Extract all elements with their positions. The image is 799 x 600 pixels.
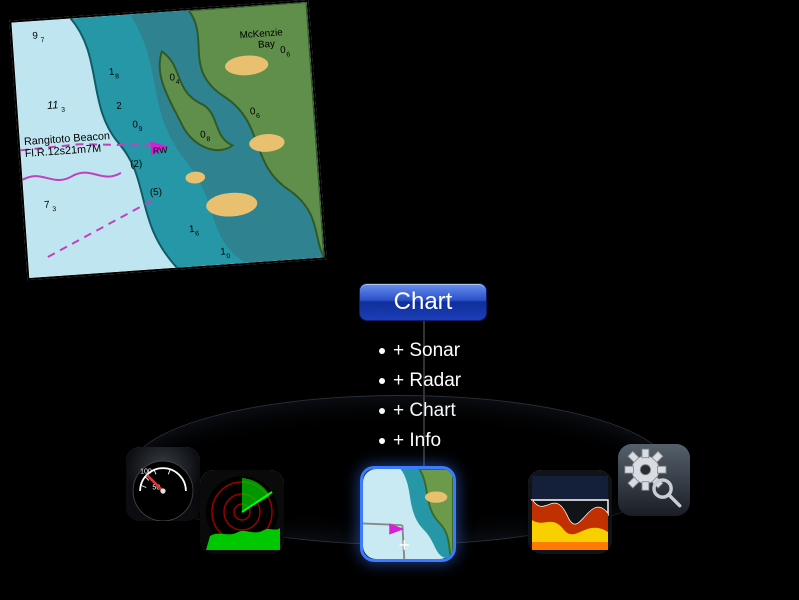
svg-text:11: 11 bbox=[47, 99, 59, 112]
bullet-icon bbox=[379, 378, 385, 384]
svg-text:7: 7 bbox=[44, 199, 50, 210]
svg-text:100: 100 bbox=[140, 468, 152, 475]
svg-text:0: 0 bbox=[226, 253, 230, 260]
chart-icon bbox=[363, 469, 453, 559]
svg-text:1: 1 bbox=[220, 246, 226, 257]
svg-text:6: 6 bbox=[195, 231, 199, 238]
svg-text:4: 4 bbox=[176, 79, 180, 86]
svg-text:9: 9 bbox=[32, 31, 38, 42]
svg-text:7: 7 bbox=[40, 37, 44, 44]
gear-icon bbox=[618, 444, 690, 516]
submenu-item-radar[interactable]: + Radar bbox=[379, 366, 461, 396]
dock-item-settings[interactable] bbox=[618, 444, 690, 516]
chart-preview-thumbnail: Rangitoto Beacon Fl.R.12s21m7M RW McKenz… bbox=[9, 0, 326, 280]
submenu-label: + Sonar bbox=[393, 336, 460, 366]
dock-item-sonar[interactable] bbox=[528, 470, 612, 554]
submenu-label: + Radar bbox=[393, 366, 461, 396]
svg-text:3: 3 bbox=[52, 206, 56, 213]
dock-item-chart[interactable] bbox=[360, 466, 456, 562]
svg-text:2: 2 bbox=[116, 101, 122, 112]
svg-text:3: 3 bbox=[61, 107, 65, 114]
svg-text:8: 8 bbox=[206, 136, 210, 143]
svg-text:8: 8 bbox=[115, 73, 119, 80]
dock-item-radar[interactable] bbox=[200, 470, 284, 554]
radar-icon bbox=[200, 470, 284, 554]
gauge-icon: 100 50 bbox=[126, 447, 200, 521]
svg-text:1: 1 bbox=[189, 224, 195, 235]
svg-text:(5): (5) bbox=[150, 187, 163, 199]
submenu-item-sonar[interactable]: + Sonar bbox=[379, 336, 461, 366]
svg-text:RW: RW bbox=[153, 145, 169, 156]
dock-item-gauges[interactable]: 100 50 bbox=[126, 447, 200, 521]
marine-ui-stage: Rangitoto Beacon Fl.R.12s21m7M RW McKenz… bbox=[0, 0, 799, 600]
svg-text:9: 9 bbox=[138, 126, 142, 133]
svg-text:1: 1 bbox=[109, 67, 115, 78]
svg-text:6: 6 bbox=[256, 113, 260, 120]
bullet-icon bbox=[379, 348, 385, 354]
svg-text:Bay: Bay bbox=[258, 39, 276, 51]
svg-text:(2): (2) bbox=[130, 158, 143, 170]
page-title-pill[interactable]: Chart bbox=[359, 283, 487, 321]
svg-text:6: 6 bbox=[286, 51, 290, 58]
sonar-icon bbox=[528, 470, 612, 554]
